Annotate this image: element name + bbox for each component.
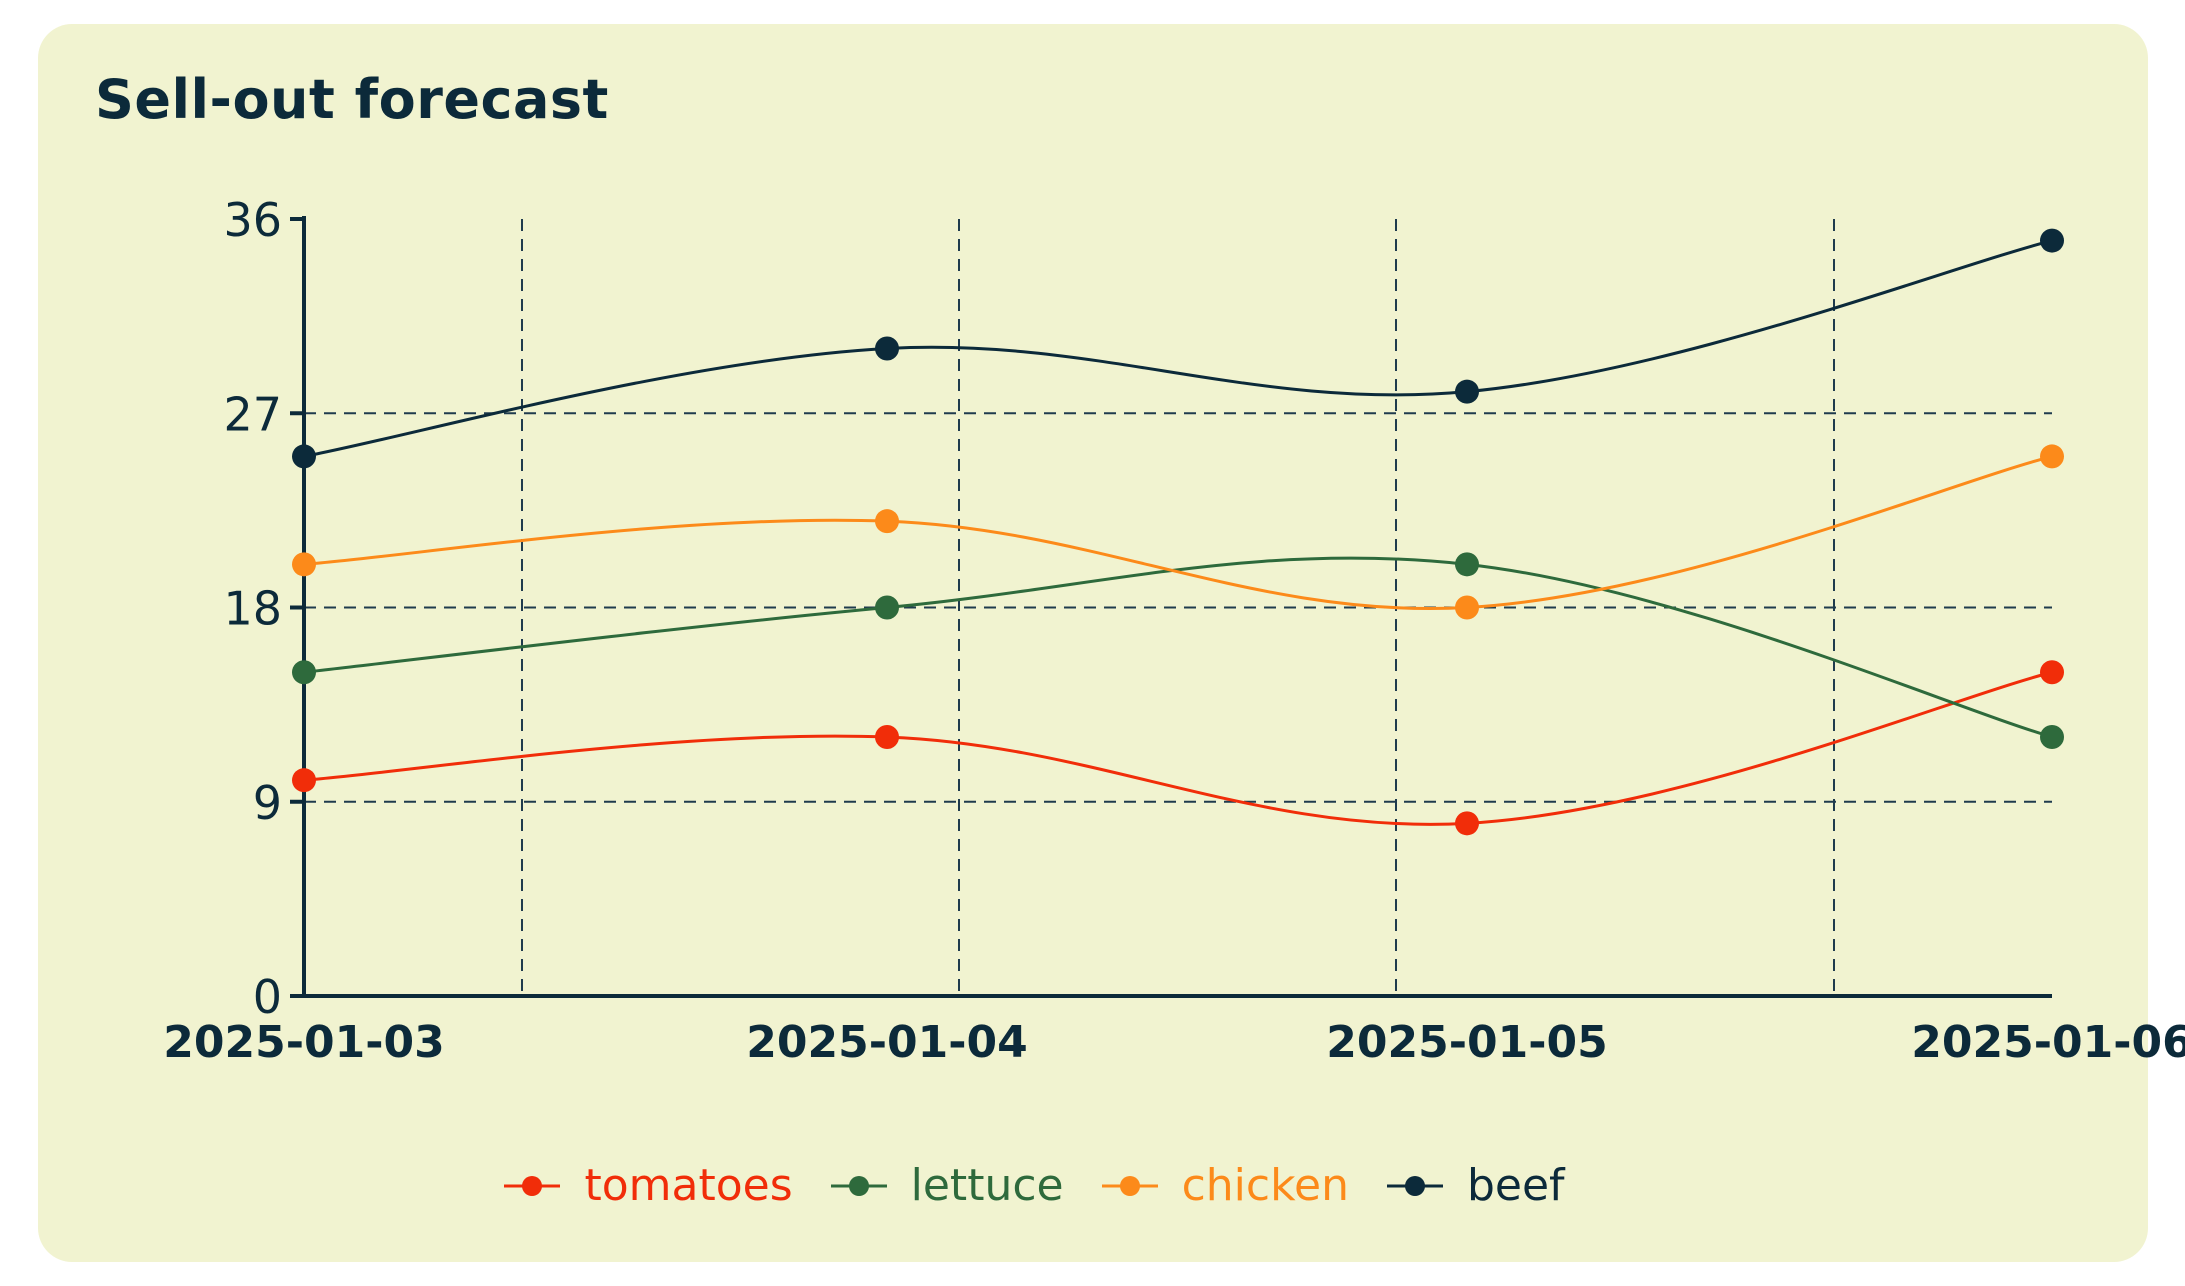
data-point-chicken	[1455, 595, 1479, 620]
data-point-beef	[875, 336, 899, 361]
x-tick-label: 2025-01-05	[1326, 1017, 1607, 1068]
data-point-tomatoes	[1455, 811, 1479, 836]
x-tick-label: 2025-01-04	[746, 1017, 1027, 1068]
series-line-tomatoes	[303, 670, 2053, 826]
legend-marker-icon	[504, 1175, 561, 1196]
chart-legend: tomatoes lettuce chicken beef	[0, 1160, 2125, 1211]
data-point-beef	[1455, 379, 1479, 404]
data-point-tomatoes	[2040, 660, 2064, 685]
chart-title: Sell-out forecast	[95, 68, 609, 131]
data-point-tomatoes	[875, 725, 899, 749]
y-tick-label: 0	[253, 970, 282, 1024]
x-tick-label: 2025-01-03	[163, 1017, 444, 1068]
data-point-lettuce	[1455, 552, 1479, 577]
data-point-lettuce	[875, 595, 899, 620]
legend-marker-icon	[830, 1175, 887, 1196]
series-line-lettuce	[303, 556, 2053, 739]
data-point-chicken	[2040, 444, 2064, 469]
y-tick-label: 36	[223, 193, 282, 247]
data-point-chicken	[292, 552, 316, 577]
legend-item-chicken: chicken	[1098, 1160, 1349, 1211]
legend-label: chicken	[1181, 1160, 1349, 1211]
data-point-lettuce	[292, 660, 316, 685]
data-point-beef	[2040, 228, 2064, 253]
legend-item-lettuce: lettuce	[827, 1160, 1064, 1211]
series-line-chicken	[303, 454, 2053, 610]
chart-card	[38, 24, 2148, 1262]
data-point-tomatoes	[292, 768, 316, 793]
series-line-beef	[303, 239, 2053, 458]
legend-label: beef	[1466, 1160, 1565, 1211]
legend-item-beef: beef	[1383, 1160, 1565, 1211]
legend-item-tomatoes: tomatoes	[500, 1160, 793, 1211]
data-point-lettuce	[2040, 725, 2064, 749]
legend-label: lettuce	[910, 1160, 1064, 1211]
y-tick-label: 18	[223, 582, 282, 636]
y-tick-label: 9	[253, 776, 282, 830]
data-point-chicken	[875, 509, 899, 534]
legend-marker-icon	[1101, 1175, 1158, 1196]
legend-marker-icon	[1386, 1175, 1443, 1196]
y-tick-label: 27	[223, 387, 282, 441]
x-tick-label: 2025-01-06	[1911, 1017, 2185, 1068]
data-point-beef	[292, 444, 316, 469]
legend-label: tomatoes	[584, 1160, 793, 1211]
